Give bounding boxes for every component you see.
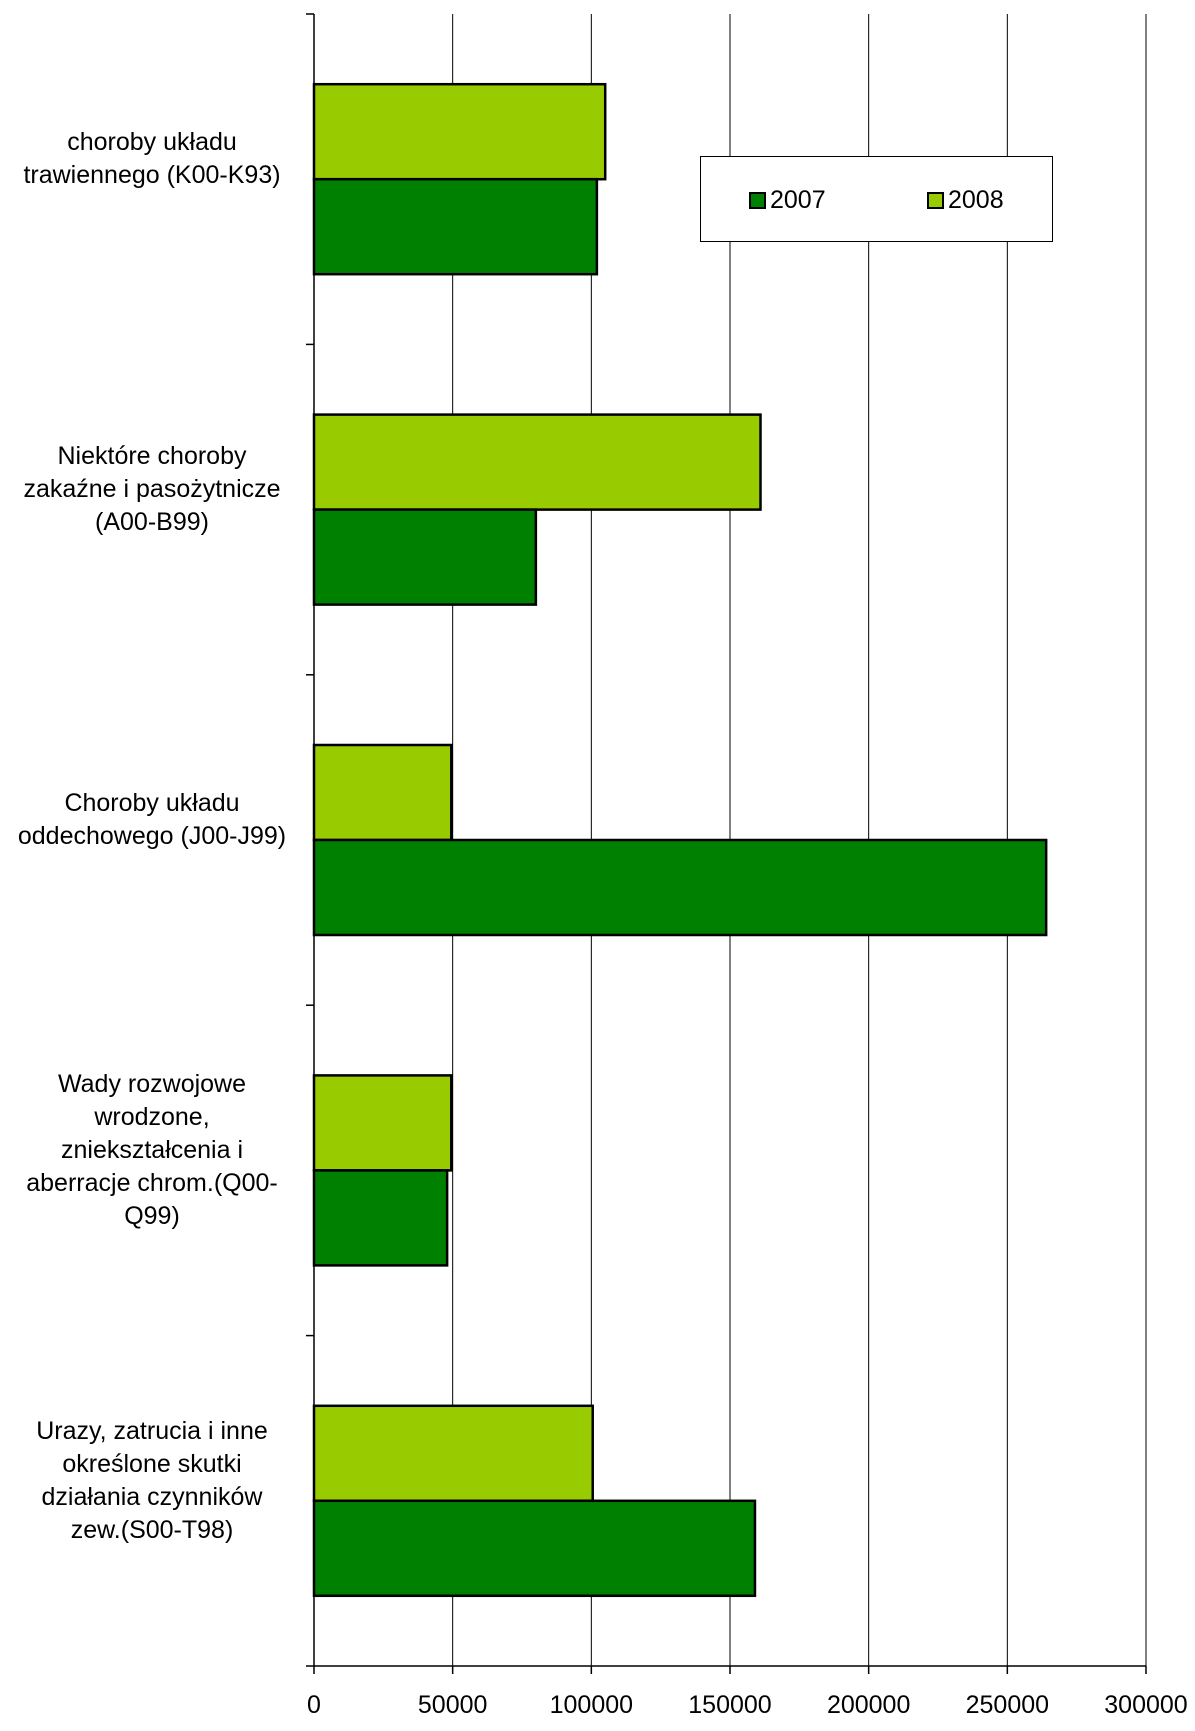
- category-label-line: określone skutki: [62, 1449, 242, 1478]
- category-label-1: Niektóre choroby zakaźne i pasożytnicze (A…: [2, 440, 302, 539]
- bar-2008-0: [312, 82, 607, 181]
- x-tick-label: 50000: [418, 1691, 488, 1719]
- bar-2007-3: [312, 1169, 449, 1267]
- x-tick-label: 250000: [966, 1691, 1049, 1719]
- category-label-line: aberracje chrom.(Q00-: [26, 1168, 278, 1197]
- legend-label-2008: 2008: [948, 185, 1004, 214]
- legend-swatch-2008: [927, 191, 944, 209]
- x-tick-label: 200000: [827, 1691, 910, 1719]
- x-tick-label: 300000: [1104, 1691, 1187, 1719]
- legend-item-2008: 2008: [927, 185, 1004, 215]
- bar-2008-4: [312, 1404, 594, 1503]
- category-label-line: Urazy, zatrucia i inne: [36, 1416, 268, 1445]
- legend-label-2007: 2007: [770, 185, 826, 214]
- category-label-line: Q99): [124, 1201, 180, 1230]
- bar-2008-1: [312, 413, 762, 511]
- bar-2007-2: [312, 838, 1048, 937]
- category-label-2: Choroby układu oddechowego (J00-J99): [2, 787, 302, 853]
- x-tick-label: 150000: [688, 1691, 771, 1719]
- axes: [306, 13, 1147, 1674]
- bar-2007-1: [312, 508, 538, 606]
- legend: 2007 2008: [700, 156, 1053, 242]
- bar-2007-0: [312, 177, 599, 276]
- category-label-line: zew.(S00-T98): [70, 1515, 234, 1544]
- category-label-3: Wady rozwojowe wrodzone, zniekształcenia i…: [2, 1068, 302, 1233]
- category-label-line: Niektóre choroby: [57, 442, 247, 471]
- legend-swatch-2007: [749, 191, 766, 209]
- bar-2008-2: [312, 743, 453, 842]
- category-label-line: Choroby układu: [64, 789, 240, 817]
- category-label-0: choroby układu trawiennego (K00-K93): [2, 126, 302, 192]
- category-label-line: zniekształcenia i: [60, 1135, 244, 1164]
- category-label-line: oddechowego (J00-J99): [17, 822, 287, 850]
- category-label-line: (A00-B99): [95, 508, 209, 537]
- category-label-line: zakaźne i pasożytnicze: [23, 475, 281, 504]
- bar-2007-4: [312, 1499, 757, 1598]
- x-tick-labels: 0 50000 100000 150000 200000 250000 300000: [307, 1691, 1188, 1719]
- legend-item-2007: 2007: [749, 185, 826, 215]
- bars: [312, 82, 1048, 1598]
- category-label-line: choroby układu: [67, 128, 237, 157]
- x-tick-label: 0: [307, 1691, 321, 1719]
- category-label-4: Urazy, zatrucia i inne określone skutki dz…: [2, 1415, 302, 1547]
- category-label-line: trawiennego (K00-K93): [23, 161, 281, 190]
- x-tick-label: 100000: [550, 1691, 633, 1719]
- category-label-line: Wady rozwojowe: [57, 1069, 247, 1098]
- category-label-line: wrodzone,: [94, 1102, 210, 1131]
- category-label-line: działania czynników: [41, 1482, 263, 1511]
- bar-2008-3: [312, 1074, 453, 1172]
